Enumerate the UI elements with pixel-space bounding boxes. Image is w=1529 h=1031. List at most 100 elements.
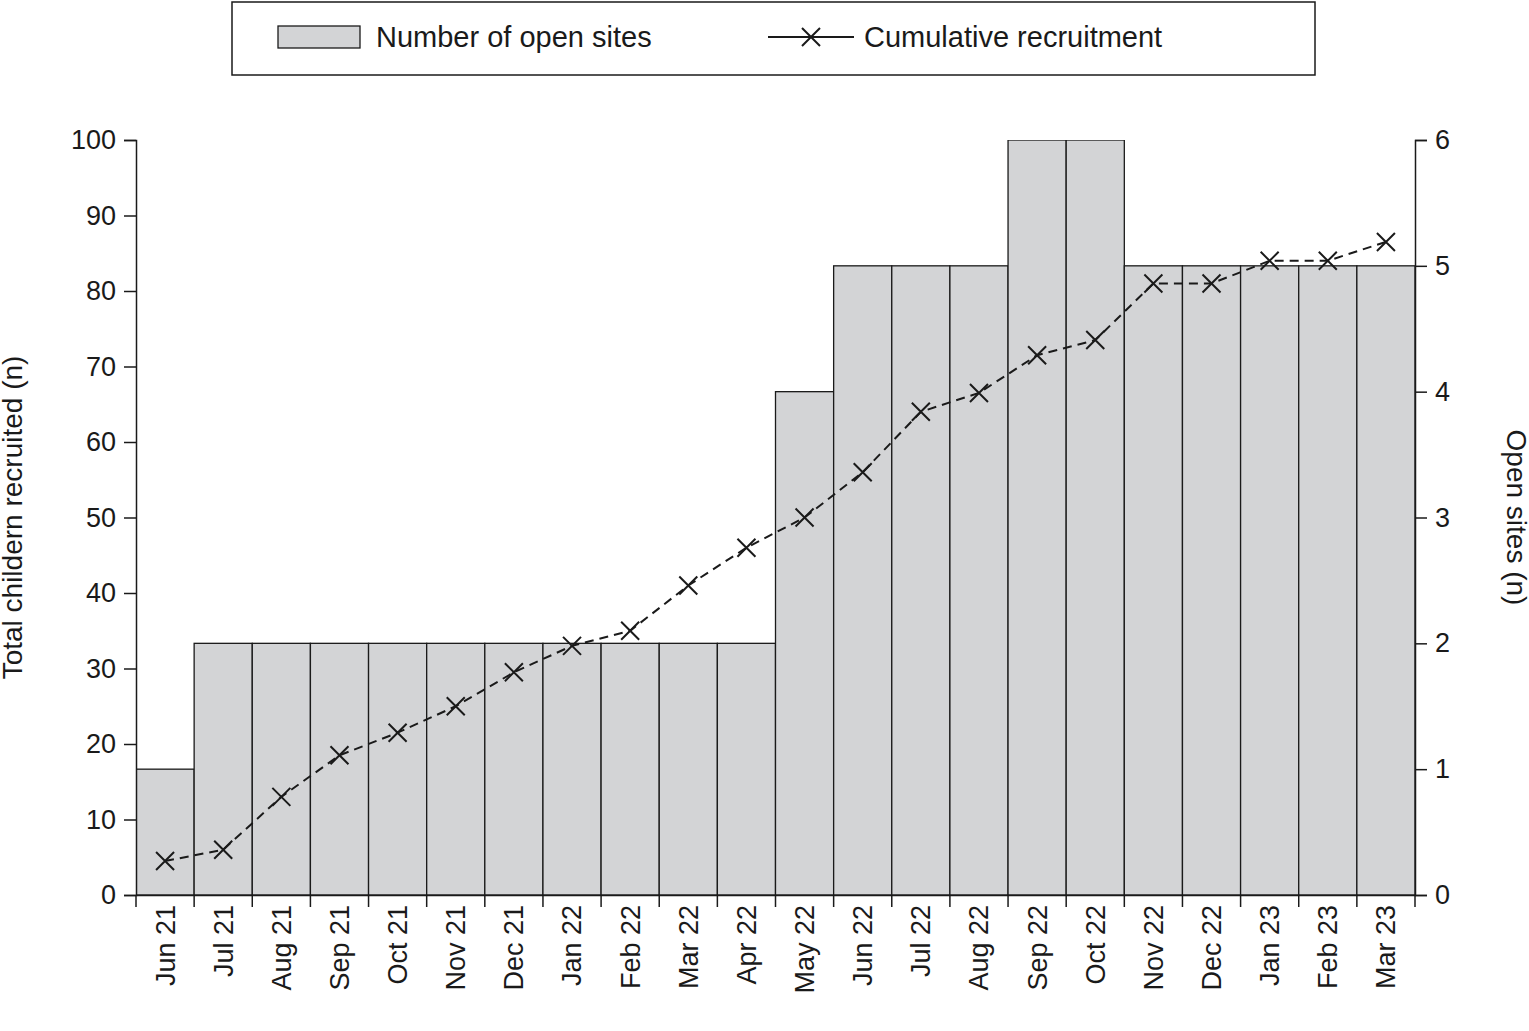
x-divider [542,895,544,907]
y-tick: 20 [86,729,136,759]
bar [136,769,194,895]
y2-tick: 4 [1415,377,1450,407]
x-tick: Jan 22 [557,895,587,986]
y2-axis: 0 1 2 3 4 5 6 [1415,125,1450,910]
x-tick: Mar 22 [674,895,704,989]
tick-mark [124,593,136,595]
x-divider [600,895,602,907]
bar [892,266,950,895]
x-tick: Feb 23 [1313,895,1343,989]
marker [1028,346,1046,364]
tick-label: Aug 21 [267,905,297,991]
x-divider [484,895,486,907]
tick-label: Oct 22 [1081,905,1111,985]
marker [621,622,639,640]
axis-line [124,141,137,896]
bar [659,643,717,895]
tick-label: 60 [86,427,116,457]
tick-label: Jun 22 [848,905,878,986]
x-divider [135,895,137,907]
tick-mark [1415,140,1427,142]
tick-mark [124,140,136,142]
y-axis-title: Total childern recruited (n) [0,356,28,680]
tick-label: Mar 22 [674,905,704,989]
x-tick: Dec 21 [499,895,529,991]
bar [1008,140,1066,895]
x-divider [193,895,195,907]
tick-label: Feb 23 [1313,905,1343,989]
tick-label: 1 [1435,754,1450,784]
bar [427,643,485,895]
marker [1144,274,1162,292]
y-tick: 10 [86,805,136,835]
x-tick: Dec 22 [1197,895,1227,991]
tick-label: Dec 22 [1197,905,1227,991]
x-divider [310,895,312,907]
x-dividers [136,895,1415,907]
legend-marker [802,28,820,46]
y2-tick: 5 [1415,251,1450,281]
tick-label: 3 [1435,503,1450,533]
x-tick: Oct 21 [383,895,413,985]
legend-box [232,2,1315,75]
y2-tick: 2 [1415,628,1450,658]
x-tick: Oct 22 [1081,895,1111,985]
x-tick: Jan 23 [1255,895,1285,986]
bar [369,643,427,895]
x-tick: Aug 21 [267,895,297,991]
axis-line [1416,141,1428,896]
tick-label: 5 [1435,251,1450,281]
tick-mark [124,215,136,217]
x-divider [1124,895,1126,907]
y2-tick: 0 [1415,880,1450,910]
bar [950,266,1008,895]
x-tick: Jul 22 [906,895,936,977]
tick-label: 20 [86,729,116,759]
marker [1203,274,1221,292]
marker [447,697,465,715]
legend: Number of open sitesCumulative recruitme… [232,2,1315,75]
x-tick: Feb 22 [616,895,646,989]
tick-label: Jul 21 [209,905,239,977]
tick-mark [1415,391,1427,393]
y-axis: 0102030405060708090100 [71,125,137,910]
marker [854,463,872,481]
tick-label: Sep 21 [325,905,355,991]
bars [136,140,1415,895]
y2-tick: 3 [1415,503,1450,533]
tick-label: 70 [86,352,116,382]
marker [796,509,814,527]
tick-label: 6 [1435,125,1450,155]
marker [214,841,232,859]
tick-label: Mar 23 [1371,905,1401,989]
bar [776,392,834,895]
tick-mark [124,442,136,444]
tick-label: 10 [86,805,116,835]
marker [1261,252,1279,270]
x-divider [1065,895,1067,907]
y-tick: 80 [86,276,136,306]
marker [156,852,174,870]
tick-mark [124,291,136,293]
tick-label: 2 [1435,628,1450,658]
marker [1377,233,1395,251]
x-divider [252,895,254,907]
x-tick: Jun 21 [151,895,181,986]
tick-mark [1415,643,1427,645]
y-tick: 70 [86,352,136,382]
tick-mark [1415,769,1427,771]
marker [1319,252,1337,270]
x-divider [1182,895,1184,907]
x-divider [833,895,835,907]
tick-mark [1415,517,1427,519]
bar [252,643,310,895]
tick-label: 80 [86,276,116,306]
bar [485,643,543,895]
tick-label: Jul 22 [906,905,936,977]
tick-mark [124,366,136,368]
bar [1066,140,1124,895]
tick-label: Oct 21 [383,905,413,985]
tick-label: 30 [86,654,116,684]
legend-label: Number of open sites [376,21,652,53]
x-divider [1298,895,1300,907]
